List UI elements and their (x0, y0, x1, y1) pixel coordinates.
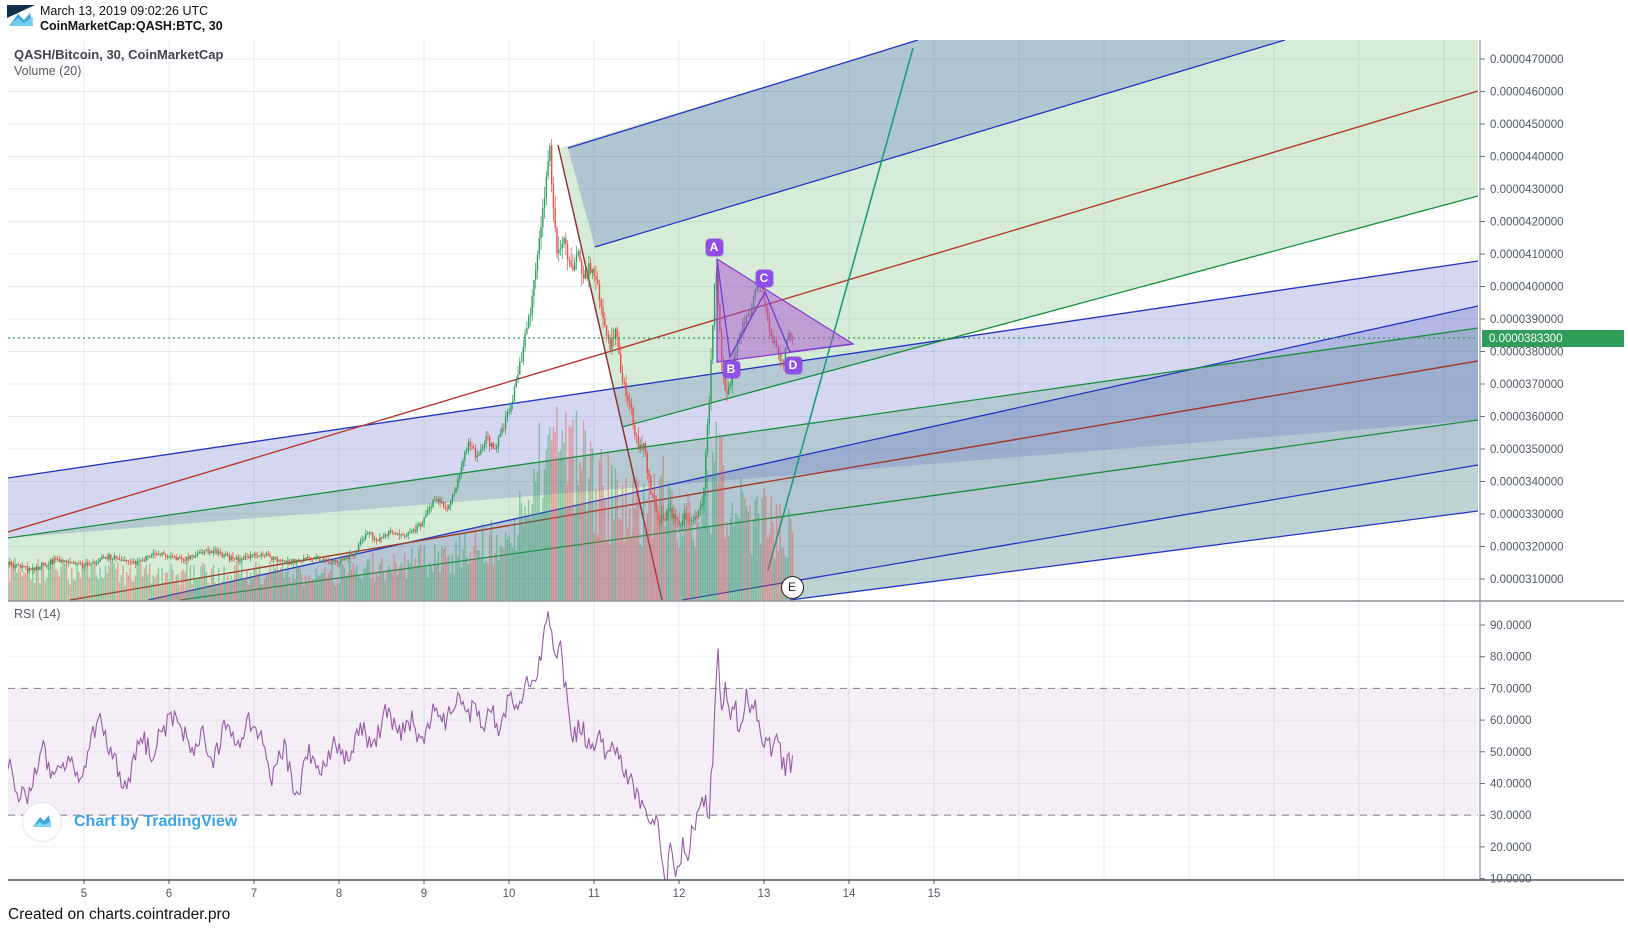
svg-text:0.0000320000: 0.0000320000 (1490, 542, 1564, 554)
svg-text:0.0000390000: 0.0000390000 (1490, 314, 1564, 326)
tradingview-watermark-label[interactable]: Chart by TradingView (74, 813, 238, 830)
blue-channel-mid (8, 261, 1478, 538)
svg-text:6: 6 (166, 888, 172, 900)
tradingview-watermark[interactable]: Chart by TradingView (22, 802, 237, 842)
svg-text:0.0000460000: 0.0000460000 (1490, 87, 1564, 99)
svg-text:13: 13 (758, 888, 771, 900)
svg-text:0.0000380000: 0.0000380000 (1490, 347, 1564, 359)
svg-text:50.0000: 50.0000 (1490, 747, 1532, 759)
green-c[interactable] (179, 419, 1478, 601)
blue-spike-bottom[interactable] (594, 40, 1286, 248)
svg-text:0.0000430000: 0.0000430000 (1490, 184, 1564, 196)
rsi-line[interactable] (8, 611, 794, 891)
pattern-label-a[interactable]: A (705, 238, 723, 256)
svg-text:0.0000410000: 0.0000410000 (1490, 249, 1564, 261)
last-price-badge: 0.0000383300 (1482, 330, 1624, 347)
top-header: March 13, 2019 09:02:26 UTC CoinMarketCa… (0, 0, 1628, 38)
tradingview-logo-icon (22, 802, 62, 842)
svg-text:10.0000: 10.0000 (1490, 874, 1532, 886)
svg-text:0.0000450000: 0.0000450000 (1490, 119, 1564, 131)
blue-spike-top[interactable] (567, 40, 919, 149)
blue-channel-spike (568, 40, 1285, 247)
svg-text:7: 7 (251, 888, 257, 900)
svg-text:14: 14 (843, 888, 856, 900)
app-logo-icon (6, 4, 36, 34)
blue-fan-a[interactable] (147, 305, 1478, 601)
green-a[interactable] (621, 195, 1478, 428)
svg-text:8: 8 (336, 888, 342, 900)
green-channel-lower (8, 328, 1478, 600)
svg-text:10: 10 (503, 888, 516, 900)
svg-text:0.0000350000: 0.0000350000 (1490, 444, 1564, 456)
svg-text:15: 15 (928, 888, 941, 900)
footer-credit: Created on charts.cointrader.pro (8, 906, 231, 923)
svg-text:0.0000440000: 0.0000440000 (1490, 152, 1564, 164)
svg-text:0.0000470000: 0.0000470000 (1490, 54, 1564, 66)
green-b[interactable] (8, 327, 1478, 539)
svg-text:20.0000: 20.0000 (1490, 842, 1532, 854)
blue-mid-top[interactable] (8, 260, 1478, 479)
pattern-label-c[interactable]: C (755, 269, 773, 287)
candles (8, 139, 794, 575)
rsi-band (8, 688, 1478, 816)
blue-fan-b[interactable] (681, 464, 1478, 601)
svg-text:60.0000: 60.0000 (1490, 715, 1532, 727)
pattern-label-e[interactable]: E (780, 575, 804, 599)
svg-text:90.0000: 90.0000 (1490, 620, 1532, 632)
svg-text:0.0000400000: 0.0000400000 (1490, 282, 1564, 294)
svg-text:80.0000: 80.0000 (1490, 652, 1532, 664)
blue-fan-c[interactable] (789, 510, 1478, 601)
volume-bars (8, 406, 794, 601)
svg-text:9: 9 (421, 888, 427, 900)
svg-text:0.0000340000: 0.0000340000 (1490, 477, 1564, 489)
svg-text:30.0000: 30.0000 (1490, 810, 1532, 822)
pattern-label-b[interactable]: B (722, 360, 740, 378)
time-axis[interactable]: 5 6 7 8 9 10 11 12 13 14 15 (81, 880, 941, 900)
rsi-axis[interactable]: 90.0000 80.0000 70.0000 60.0000 50.0000 40.00… (1480, 620, 1532, 886)
teal-steep[interactable] (767, 47, 914, 571)
triangle-pattern[interactable] (716, 257, 855, 363)
red-steep[interactable] (557, 144, 663, 601)
svg-text:70.0000: 70.0000 (1490, 683, 1532, 695)
pattern-label-d[interactable]: D (784, 356, 802, 374)
price-chart-canvas[interactable]: 0.0000470000 0.0000460000 0.0000450000 0.00… (6, 38, 1626, 900)
header-timestamp: March 13, 2019 09:02:26 UTC (40, 4, 209, 18)
symbol-legend[interactable]: QASH/Bitcoin, 30, CoinMarketCap (14, 47, 224, 62)
svg-text:0.0000370000: 0.0000370000 (1490, 379, 1564, 391)
svg-text:40.0000: 40.0000 (1490, 779, 1532, 791)
svg-text:12: 12 (673, 888, 686, 900)
red-low[interactable] (69, 360, 1478, 601)
volume-legend[interactable]: Volume (20) (14, 64, 82, 78)
svg-text:11: 11 (588, 888, 600, 900)
svg-text:0.0000330000: 0.0000330000 (1490, 509, 1564, 521)
svg-text:0.0000360000: 0.0000360000 (1490, 412, 1564, 424)
svg-text:0.0000420000: 0.0000420000 (1490, 217, 1564, 229)
abcd-zigzag[interactable] (716, 258, 854, 360)
svg-text:0.0000310000: 0.0000310000 (1490, 574, 1564, 586)
rsi-legend[interactable]: RSI (14) (14, 607, 61, 621)
price-axis[interactable]: 0.0000470000 0.0000460000 0.0000450000 0.00… (1480, 54, 1564, 586)
header-symbol: CoinMarketCap:QASH:BTC, 30 (40, 19, 223, 33)
svg-text:5: 5 (81, 888, 87, 900)
